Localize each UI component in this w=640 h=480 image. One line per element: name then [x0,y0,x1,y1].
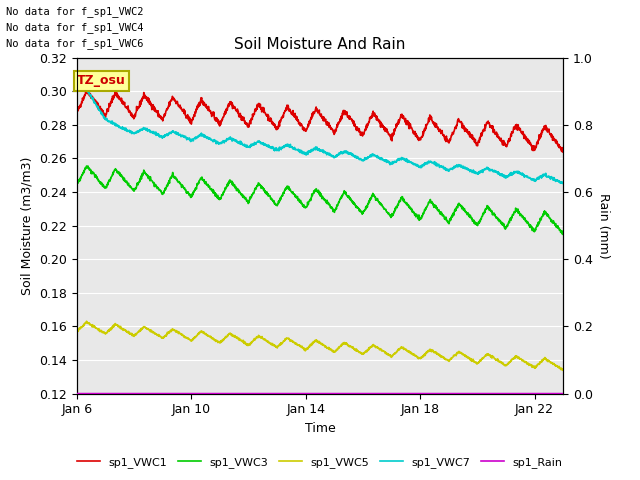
Text: No data for f_sp1_VWC4: No data for f_sp1_VWC4 [6,22,144,33]
Text: No data for f_sp1_VWC6: No data for f_sp1_VWC6 [6,38,144,49]
Legend: sp1_VWC1, sp1_VWC3, sp1_VWC5, sp1_VWC7, sp1_Rain: sp1_VWC1, sp1_VWC3, sp1_VWC5, sp1_VWC7, … [73,453,567,473]
X-axis label: Time: Time [305,422,335,435]
Y-axis label: Rain (mm): Rain (mm) [596,193,609,258]
Title: Soil Moisture And Rain: Soil Moisture And Rain [234,37,406,52]
Y-axis label: Soil Moisture (m3/m3): Soil Moisture (m3/m3) [20,156,34,295]
Text: TZ_osu: TZ_osu [77,74,125,87]
Text: No data for f_sp1_VWC2: No data for f_sp1_VWC2 [6,6,144,17]
